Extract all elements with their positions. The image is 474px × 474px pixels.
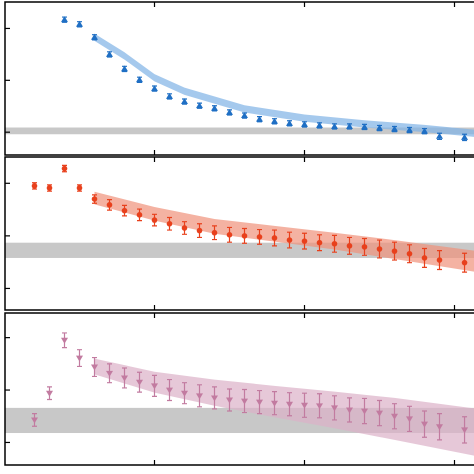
marker	[376, 410, 383, 417]
marker	[271, 117, 278, 124]
marker	[46, 390, 53, 397]
marker	[271, 400, 278, 407]
marker	[136, 212, 143, 218]
marker	[256, 115, 263, 122]
marker	[91, 364, 98, 371]
marker	[196, 102, 203, 109]
marker	[301, 238, 308, 244]
marker	[286, 237, 293, 243]
panel	[4, 156, 474, 311]
marker	[106, 370, 113, 377]
marker	[196, 393, 203, 400]
marker	[226, 232, 233, 238]
marker	[391, 125, 398, 132]
marker	[286, 119, 293, 126]
marker	[406, 416, 413, 423]
marker	[301, 120, 308, 127]
marker	[181, 98, 188, 105]
marker	[226, 108, 233, 115]
marker	[61, 337, 68, 344]
marker	[121, 65, 128, 72]
marker	[76, 20, 83, 27]
marker	[421, 255, 428, 261]
axes-frame	[4, 1, 474, 156]
panel	[4, 1, 474, 156]
marker	[211, 395, 218, 402]
fit-band	[94, 33, 474, 137]
marker	[166, 92, 173, 99]
marker	[421, 421, 428, 428]
marker	[241, 233, 248, 239]
marker	[61, 165, 68, 172]
marker	[346, 243, 353, 249]
marker	[181, 390, 188, 397]
marker	[436, 132, 443, 139]
marker	[31, 417, 38, 424]
marker	[406, 250, 413, 257]
marker	[436, 424, 443, 431]
marker	[241, 112, 248, 119]
marker	[346, 122, 353, 129]
fit-band	[94, 358, 474, 456]
marker	[301, 402, 308, 409]
marker	[361, 244, 368, 250]
marker	[461, 427, 469, 434]
marker	[211, 229, 218, 236]
marker	[331, 405, 338, 412]
marker	[406, 126, 413, 133]
marker	[31, 183, 38, 189]
marker	[316, 239, 323, 246]
marker	[346, 407, 353, 414]
marker	[331, 240, 338, 247]
marker	[166, 220, 173, 227]
marker	[256, 234, 263, 240]
marker	[241, 398, 248, 405]
marker	[316, 403, 323, 410]
marker	[316, 121, 323, 128]
marker	[421, 127, 428, 134]
marker	[391, 413, 398, 420]
marker	[331, 122, 338, 129]
axes-frame	[4, 156, 474, 311]
panel	[4, 312, 474, 466]
marker	[211, 104, 218, 111]
marker	[376, 246, 383, 252]
marker	[196, 227, 203, 234]
marker	[106, 202, 113, 208]
marker	[226, 397, 233, 404]
fit-band	[94, 191, 474, 272]
marker	[376, 124, 383, 131]
marker	[151, 383, 158, 390]
marker	[256, 399, 263, 406]
marker	[151, 217, 158, 223]
marker	[91, 196, 98, 202]
marker	[436, 257, 443, 263]
marker	[181, 225, 188, 231]
marker	[151, 85, 158, 92]
marker	[286, 401, 293, 408]
marker	[136, 76, 143, 83]
marker	[106, 50, 113, 57]
marker	[91, 33, 98, 40]
marker	[271, 235, 278, 241]
marker	[136, 379, 143, 386]
marker	[361, 408, 368, 415]
marker	[46, 185, 53, 191]
axes-frame	[4, 312, 474, 466]
marker	[391, 248, 398, 254]
marker	[76, 185, 83, 191]
marker	[461, 133, 469, 140]
reference-band	[5, 127, 474, 135]
marker	[121, 207, 128, 214]
marker	[361, 123, 368, 130]
marker	[166, 387, 173, 394]
marker	[121, 375, 128, 382]
marker	[76, 355, 83, 362]
marker	[461, 259, 468, 266]
marker	[61, 16, 68, 23]
